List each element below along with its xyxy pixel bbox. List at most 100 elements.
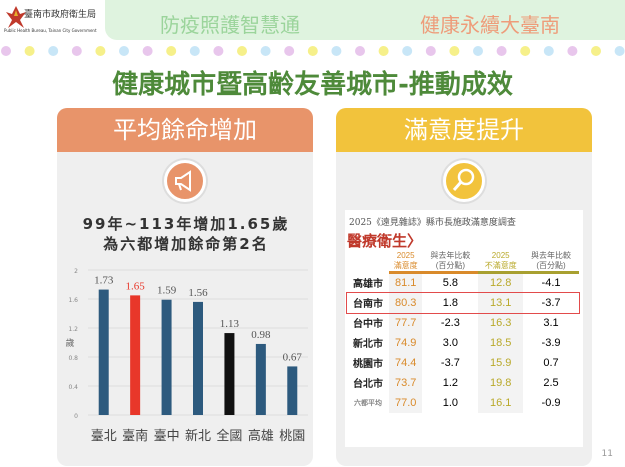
card-heading: 平均餘命增加 xyxy=(57,108,313,152)
column-header: 與去年比較 (百分點) xyxy=(422,251,479,274)
card-heading: 滿意度提升 xyxy=(336,108,592,152)
survey-source: 2025《遠見雜誌》縣市長施政滿意度調查 xyxy=(349,218,516,228)
data-label: 0.98 xyxy=(251,329,271,341)
y-tick-label: 0 xyxy=(74,413,78,420)
data-label: 1.73 xyxy=(94,275,114,287)
change-cell: 1.8 xyxy=(442,296,459,309)
dissatisfaction-cell: 18.5 xyxy=(478,332,524,353)
x-tick-label: 臺中 xyxy=(154,429,180,444)
change-cell: 2.5 xyxy=(543,376,559,389)
data-label: 0.67 xyxy=(283,351,303,363)
satisfaction-cell: 77.0 xyxy=(388,392,423,413)
logo-emblem-icon xyxy=(6,6,26,28)
city-cell: 台中市 xyxy=(352,319,383,330)
column-header: 2025 滿意度 xyxy=(388,251,423,274)
dot xyxy=(614,46,625,56)
bureau-logo xyxy=(4,4,104,38)
x-tick-label: 臺北 xyxy=(91,429,117,444)
dot xyxy=(71,46,82,56)
satisfaction-cell: 74.9 xyxy=(388,332,423,353)
dissatisfaction-cell: 13.1 xyxy=(478,292,524,313)
dot xyxy=(142,46,153,56)
city-cell: 桃園市 xyxy=(352,359,383,370)
bar-桃園 xyxy=(287,366,298,415)
data-label: 1.13 xyxy=(220,318,240,330)
dissatisfaction-cell: 19.8 xyxy=(478,372,524,393)
logo-english: Public Health Bureau, Tainan City Govern… xyxy=(4,28,97,33)
city-cell: 台北市 xyxy=(352,379,383,390)
dot xyxy=(591,46,601,56)
dot xyxy=(24,46,35,56)
x-tick-label: 桃園 xyxy=(279,429,305,444)
page-number: 11 xyxy=(601,449,613,459)
table-row: 新北市 74.9 3.0 18.5 -3.9 xyxy=(347,332,579,353)
dot xyxy=(520,46,531,56)
satisfaction-cell: 77.7 xyxy=(388,312,423,333)
data-label: 1.65 xyxy=(126,280,146,292)
change-cell: -0.9 xyxy=(541,396,561,409)
bar-全國 xyxy=(224,333,235,415)
satisfaction-cell: 81.1 xyxy=(388,272,423,293)
y-tick-label: 0.4 xyxy=(68,384,78,391)
satisfaction-survey: 2025《遠見雜誌》縣市長施政滿意度調查 醫療衛生〉 2025 滿意度 與去年比較(… xyxy=(345,210,583,447)
change-cell: -3.7 xyxy=(440,356,460,369)
x-tick-label: 新北 xyxy=(185,428,211,444)
y-tick-label: 1.2 xyxy=(68,326,78,333)
table-header: 2025 滿意度 與去年比較 (百分點) 2025 不滿意度 與去年比較 (百分點) xyxy=(347,251,579,274)
page-title: 健康城市暨高齡友善城市-推動成效 xyxy=(112,70,513,100)
change-cell: 5.8 xyxy=(442,277,459,290)
dot xyxy=(567,46,578,56)
dot xyxy=(95,46,106,56)
change-cell: 1.2 xyxy=(442,376,459,389)
dot xyxy=(473,46,483,56)
change-cell: 1.0 xyxy=(442,396,459,409)
dissatisfaction-cell: 16.3 xyxy=(478,312,524,333)
dot xyxy=(119,46,129,56)
table-row: 六都平均 77.0 1.0 16.1 -0.9 xyxy=(347,392,579,413)
slogan-right: 健康永續大臺南 xyxy=(420,13,560,37)
change-cell: 3.0 xyxy=(442,336,459,349)
data-label: 1.59 xyxy=(157,285,177,297)
change-cell: -3.7 xyxy=(541,296,561,309)
dot xyxy=(166,46,177,56)
change-cell: 0.7 xyxy=(543,356,559,369)
header-banner xyxy=(105,0,625,40)
dot xyxy=(378,46,389,56)
logo-text: 臺南市政府衛生局 xyxy=(24,10,97,20)
satisfaction-cell: 74.4 xyxy=(388,352,423,373)
bar-臺北 xyxy=(98,289,109,415)
change-cell: -2.3 xyxy=(440,316,460,329)
dot xyxy=(449,46,460,56)
city-cell: 台南市 xyxy=(352,299,383,310)
dot xyxy=(237,46,247,56)
magnifier-icon xyxy=(443,160,485,202)
bar-臺南 xyxy=(130,295,141,415)
dot xyxy=(402,46,413,56)
dot xyxy=(496,46,507,56)
satisfaction-cell: 80.3 xyxy=(388,292,423,313)
slogan-left: 防疫照護智慧通 xyxy=(160,13,300,37)
subtitle-line1: 99年~113年增加1.65歲 xyxy=(82,215,290,233)
change-cell: 3.1 xyxy=(543,316,559,329)
dot xyxy=(355,46,365,56)
subtitle-line2: 為六都增加餘命第2名 xyxy=(103,235,269,253)
dot xyxy=(48,46,59,56)
bar-臺中 xyxy=(161,299,172,415)
city-cell: 六都平均 xyxy=(353,399,382,407)
dissatisfaction-cell: 16.1 xyxy=(478,392,524,413)
table-row: 台南市 80.3 1.8 13.1 -3.7 xyxy=(346,291,580,314)
data-label: 1.56 xyxy=(188,287,208,299)
change-cell: -4.1 xyxy=(541,277,561,290)
table-row: 高雄市 81.1 5.8 12.8 -4.1 xyxy=(347,272,579,293)
dot xyxy=(1,46,11,56)
life-expectancy-bar-chart: 0 0.4 0.8 1.2 1.6 2 歲 1.73 臺北 1.65 臺南 1.59 臺中 1.56 新北 1… xyxy=(65,268,308,444)
y-tick-label: 1.6 xyxy=(68,297,78,304)
table-row: 桃園市 74.4 -3.7 15.9 0.7 xyxy=(347,352,579,373)
city-cell: 新北市 xyxy=(352,339,383,350)
satisfaction-cell: 73.7 xyxy=(388,372,423,393)
change-cell: -3.9 xyxy=(541,336,561,349)
dot xyxy=(260,46,271,56)
city-cell: 高雄市 xyxy=(352,279,383,290)
y-axis-label: 歲 xyxy=(65,337,74,349)
y-tick-label: 2 xyxy=(74,268,78,275)
